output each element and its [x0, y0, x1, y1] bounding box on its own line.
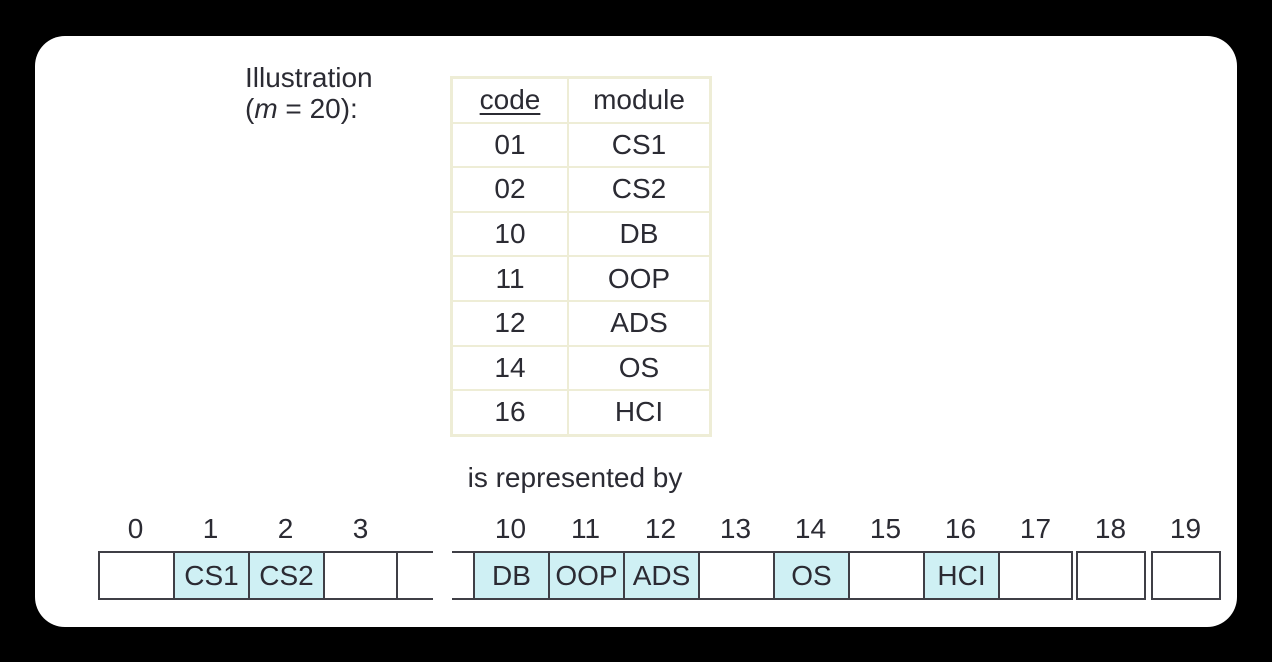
array-slot-15: 15	[848, 511, 923, 600]
table-cell-code: 14	[453, 346, 567, 390]
array-slot-1: 1 CS1	[173, 511, 248, 600]
table-cell-module: CS1	[569, 123, 709, 167]
table-cell-code: 01	[453, 123, 567, 167]
table-header-code: code	[453, 79, 567, 122]
array-slot-0: 0	[98, 511, 173, 600]
array-cell	[998, 551, 1073, 600]
array-index-label: 0	[127, 513, 144, 544]
array-cell	[1151, 551, 1221, 600]
array-cell: DB	[473, 551, 548, 600]
title-line-1: Illustration	[245, 62, 373, 93]
array-slot-17: 17	[998, 511, 1073, 600]
array-index-label: 1	[202, 513, 219, 544]
array-cell: OS	[773, 551, 848, 600]
array-index-label: 15	[869, 513, 902, 544]
table-cell-code: 16	[453, 391, 567, 434]
array-index-label: 16	[944, 513, 977, 544]
array-break-stub-left	[398, 511, 433, 600]
array-index-label: 19	[1169, 513, 1202, 544]
array-break-gap	[433, 511, 452, 611]
array-slot-14: 14 OS	[773, 511, 848, 600]
table-cell-module: ADS	[569, 301, 709, 345]
array-index-label: 17	[1019, 513, 1052, 544]
table-cell-module: OS	[569, 346, 709, 390]
array-cell	[698, 551, 773, 600]
array-cell	[323, 551, 398, 600]
array-cell: OOP	[548, 551, 623, 600]
table-cell-code: 02	[453, 168, 567, 211]
title-line-2: (m = 20):	[245, 93, 358, 124]
table-cell-module: HCI	[569, 391, 709, 434]
array-index-label: 18	[1094, 513, 1127, 544]
table-cell-code: 11	[453, 257, 567, 300]
table-cell-code: 10	[453, 212, 567, 256]
array-stub-cell	[452, 551, 473, 600]
array-slot-18: 18	[1073, 511, 1148, 600]
array-index-label: 10	[494, 513, 527, 544]
direct-address-array: 0 1 CS1 2 CS2 3 10 DB 11 OOP 12 ADS 13 1…	[98, 511, 1223, 611]
array-slot-12: 12 ADS	[623, 511, 698, 600]
illustration-title: Illustration (m = 20):	[245, 62, 373, 124]
array-index-label: 3	[352, 513, 369, 544]
array-cell	[98, 551, 173, 600]
array-stub-cell	[398, 551, 433, 600]
array-cell	[1076, 551, 1146, 600]
table-cell-module: CS2	[569, 168, 709, 211]
array-cell: HCI	[923, 551, 998, 600]
array-break-stub-right	[452, 511, 473, 600]
is-represented-by-text: is represented by	[467, 462, 683, 493]
array-slot-2: 2 CS2	[248, 511, 323, 600]
array-cell: ADS	[623, 551, 698, 600]
array-cell: CS2	[248, 551, 323, 600]
table-cell-code: 12	[453, 301, 567, 345]
array-index-label: 13	[719, 513, 752, 544]
code-module-table: code module 01 CS1 02 CS2 10 DB 11 OOP 1…	[450, 76, 712, 437]
array-cell	[848, 551, 923, 600]
array-slot-3: 3	[323, 511, 398, 600]
array-slot-19: 19	[1148, 511, 1223, 600]
array-slot-11: 11 OOP	[548, 511, 623, 600]
table-header-module: module	[569, 79, 709, 122]
array-slot-10: 10 DB	[473, 511, 548, 600]
array-index-label: 11	[570, 513, 601, 544]
table-cell-module: OOP	[569, 257, 709, 300]
array-index-label: 12	[644, 513, 677, 544]
variable-m: m	[254, 93, 278, 124]
table-cell-module: DB	[569, 212, 709, 256]
array-index-label: 2	[277, 513, 294, 544]
array-slot-13: 13	[698, 511, 773, 600]
array-slot-16: 16 HCI	[923, 511, 998, 600]
array-cell: CS1	[173, 551, 248, 600]
array-index-label: 14	[794, 513, 827, 544]
